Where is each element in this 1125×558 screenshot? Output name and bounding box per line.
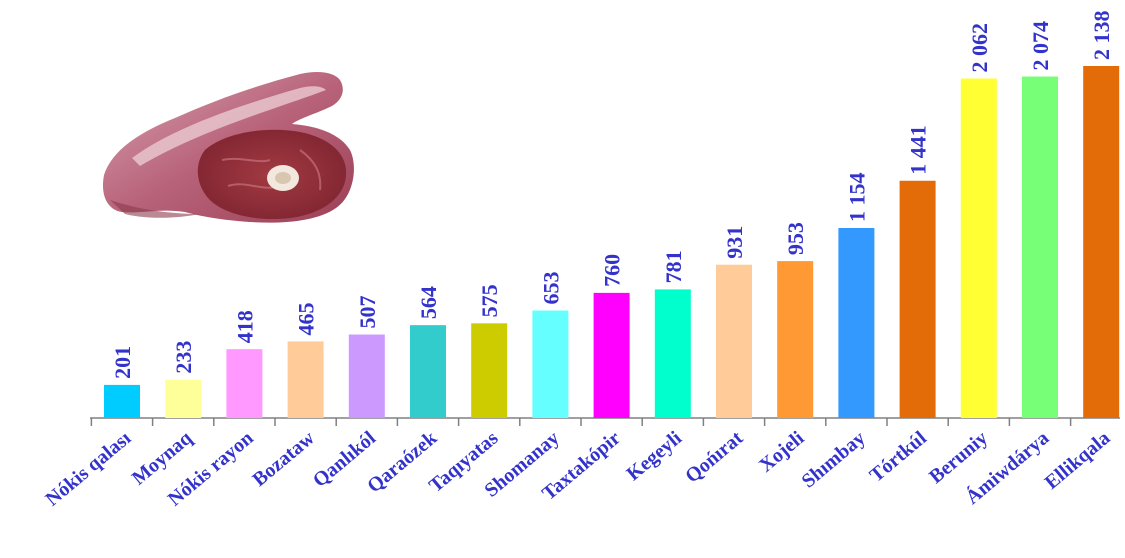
data-label: 233 bbox=[171, 341, 196, 374]
bar bbox=[716, 264, 752, 418]
x-tick-label: Xojeli bbox=[755, 427, 809, 477]
data-label: 575 bbox=[477, 284, 502, 317]
bar bbox=[410, 325, 446, 418]
bar bbox=[104, 384, 140, 418]
x-tick-label: Kegeyli bbox=[623, 427, 687, 486]
bar bbox=[471, 323, 508, 418]
data-label: 2 138 bbox=[1089, 11, 1114, 61]
x-tick-label: Qońırat bbox=[681, 427, 747, 488]
data-label: 760 bbox=[600, 254, 625, 287]
bar bbox=[960, 78, 997, 418]
bar bbox=[1022, 76, 1058, 418]
data-label: 418 bbox=[232, 310, 257, 343]
data-label: 653 bbox=[538, 271, 563, 304]
bar bbox=[532, 310, 569, 418]
x-tick-label: Bozataw bbox=[249, 427, 320, 491]
data-label: 465 bbox=[294, 302, 319, 335]
bar bbox=[348, 334, 385, 418]
x-tick-label: Tórtkúl bbox=[866, 427, 932, 487]
x-tick-label: Nókis qalası bbox=[41, 427, 135, 511]
data-label: 1 154 bbox=[844, 173, 869, 223]
meat-photo bbox=[102, 72, 354, 223]
bar bbox=[777, 261, 814, 418]
bar bbox=[899, 180, 936, 418]
bar bbox=[226, 349, 263, 418]
data-label: 2 062 bbox=[967, 23, 992, 73]
data-label: 507 bbox=[355, 296, 380, 329]
data-label: 2 074 bbox=[1028, 21, 1053, 71]
data-label: 953 bbox=[783, 222, 808, 255]
bar bbox=[654, 289, 691, 418]
data-label: 564 bbox=[416, 286, 441, 319]
bar bbox=[165, 379, 202, 418]
data-label: 201 bbox=[110, 346, 135, 379]
bar bbox=[1083, 66, 1120, 418]
data-label: 1 441 bbox=[906, 125, 931, 175]
data-label: 781 bbox=[661, 250, 686, 283]
x-tick-label: Ellikqala bbox=[1041, 427, 1115, 494]
bar bbox=[593, 292, 630, 418]
data-label: 931 bbox=[722, 226, 747, 259]
bar bbox=[838, 228, 875, 418]
x-tick-label: Shımbay bbox=[798, 427, 870, 492]
bar bbox=[287, 341, 324, 418]
